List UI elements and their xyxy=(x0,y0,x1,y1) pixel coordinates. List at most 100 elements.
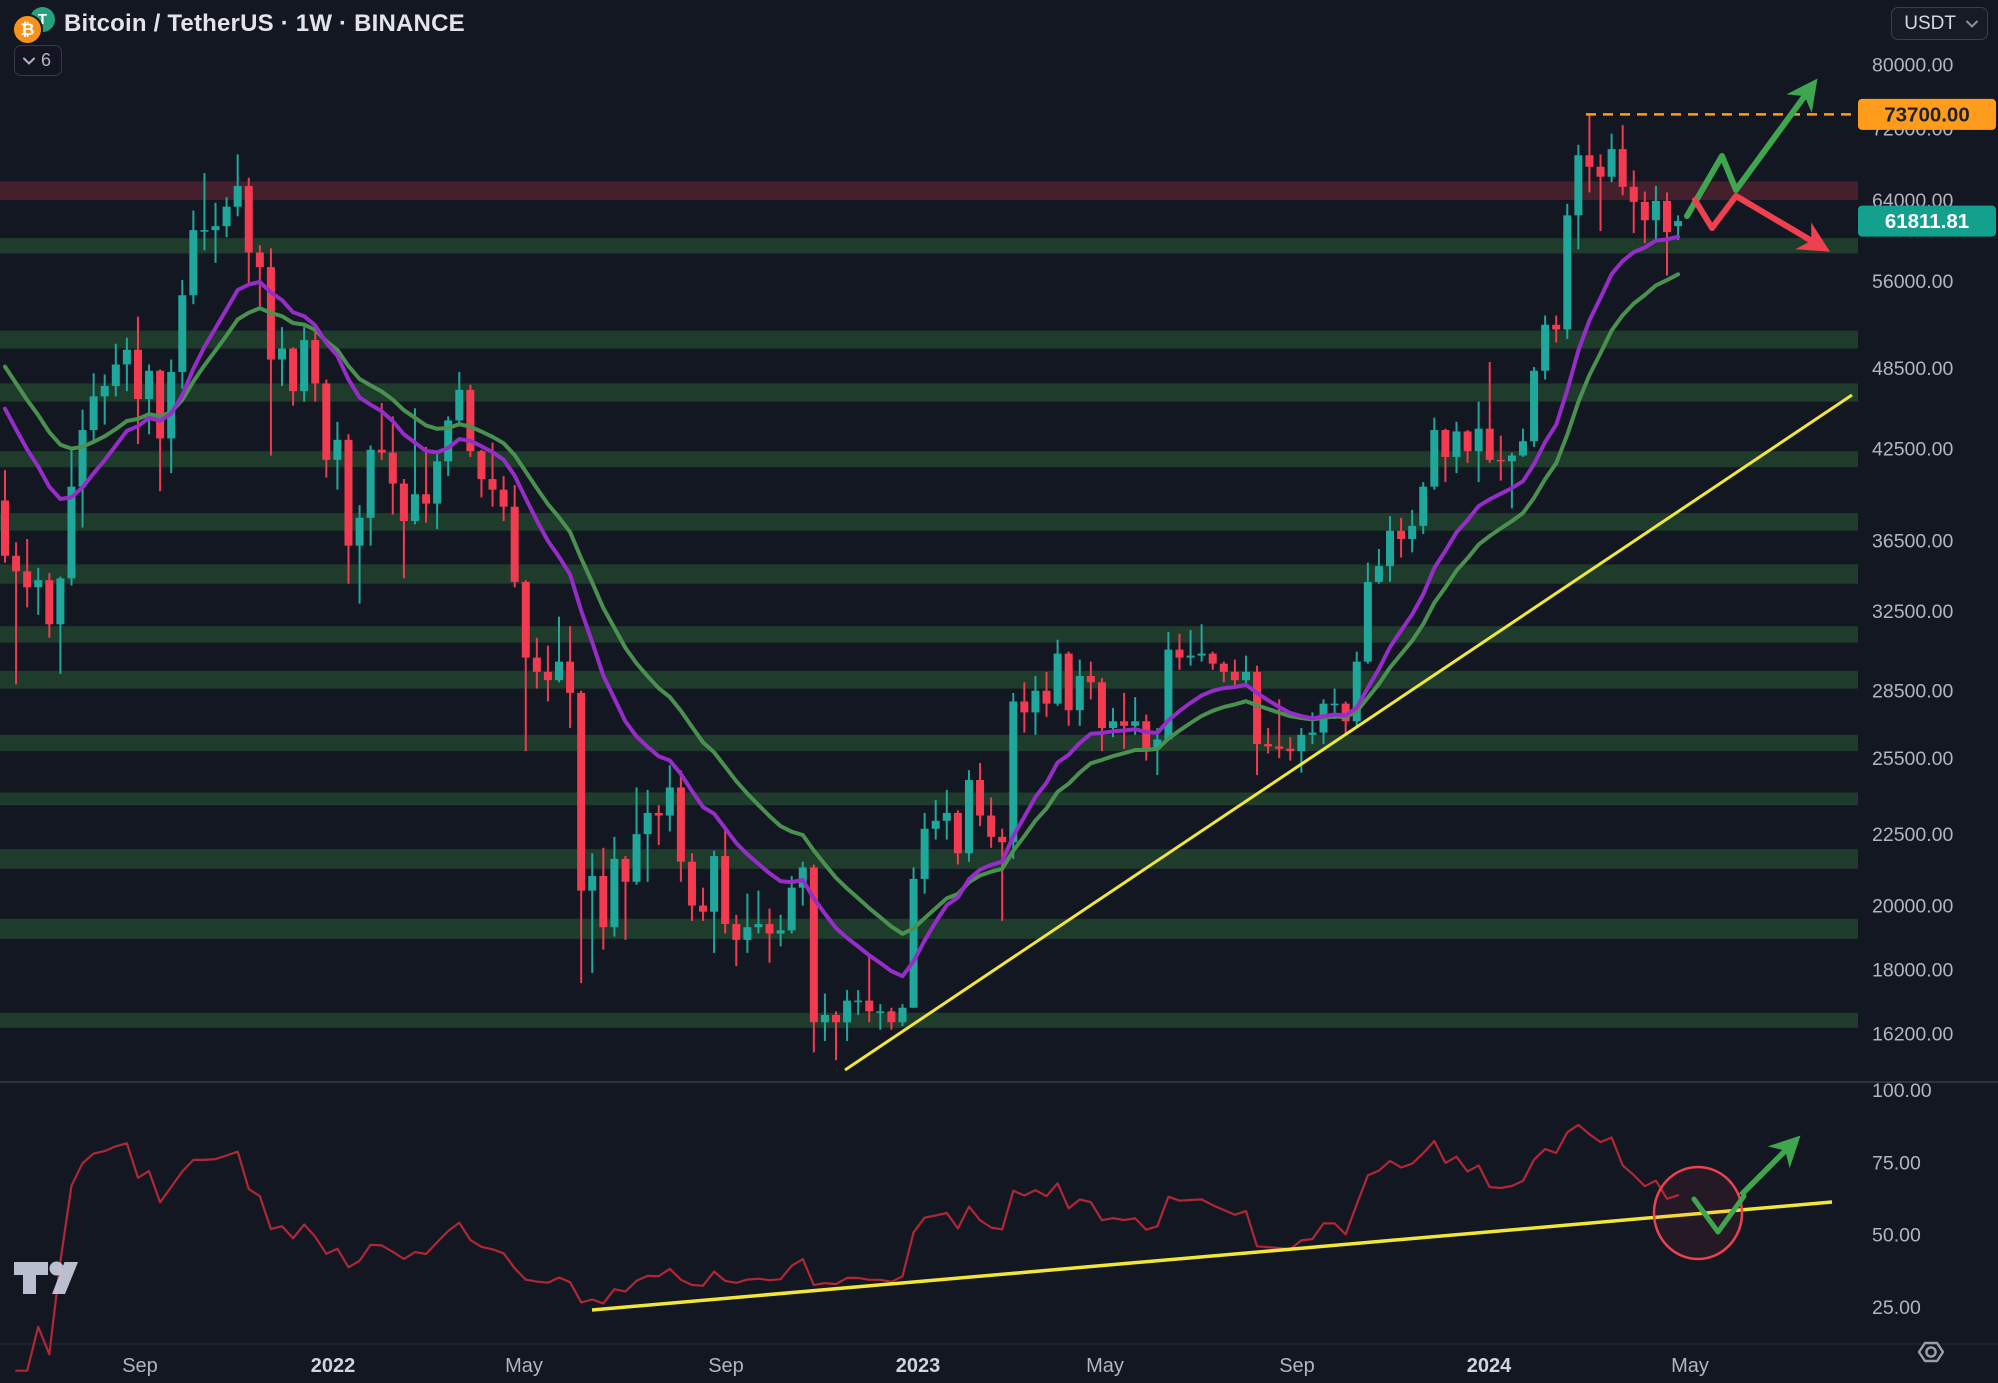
time-axis-label: May xyxy=(1671,1355,1709,1377)
support-zone xyxy=(0,513,1858,531)
candle-body xyxy=(687,861,696,906)
candle-wick xyxy=(413,408,416,525)
candle-wick xyxy=(491,442,494,507)
candle-wick xyxy=(37,567,40,615)
candle-body xyxy=(355,517,364,546)
candle-body xyxy=(1618,149,1627,187)
candle-body xyxy=(499,489,508,507)
candle-body xyxy=(643,812,652,835)
price-axis-label: 28500.00 xyxy=(1872,681,1953,703)
last-price-label[interactable] xyxy=(1858,205,1996,237)
candle-body xyxy=(1330,703,1339,706)
candle-body xyxy=(654,812,663,816)
symbol-header[interactable]: T ₿ Bitcoin / TetherUS · 1W · BINANCE xyxy=(10,6,465,45)
candle-body xyxy=(732,924,741,940)
candle-body xyxy=(1651,200,1660,221)
candle-body xyxy=(200,230,209,232)
candle-body xyxy=(987,815,996,837)
rsi-axis[interactable]: 100.00 75.00 50.00 25.00 xyxy=(1872,1080,1932,1319)
candle-wick xyxy=(425,446,428,523)
candle-body xyxy=(211,226,220,231)
rsi-axis-label: 25.00 xyxy=(1872,1297,1921,1319)
candle-body xyxy=(1341,703,1350,722)
candle-body xyxy=(765,924,774,934)
time-axis-label: Sep xyxy=(708,1355,744,1377)
candle-body xyxy=(222,206,231,227)
time-axis-label: 2024 xyxy=(1467,1355,1512,1377)
candle-body xyxy=(1674,221,1683,227)
time-axis-label: Sep xyxy=(1279,1355,1315,1377)
support-zone xyxy=(0,383,1858,402)
candle-body xyxy=(1452,431,1461,457)
candle-body xyxy=(67,486,76,579)
price-axis[interactable]: 80000.0072000.0064000.0056000.0048500.00… xyxy=(1858,55,1996,1046)
candle-body xyxy=(1286,748,1295,752)
candle-wick xyxy=(1189,630,1192,666)
candle-body xyxy=(1264,744,1273,747)
indicators-collapse-button[interactable]: 6 xyxy=(14,45,63,76)
alert-price-label[interactable] xyxy=(1858,98,1996,130)
candle-body xyxy=(233,185,242,207)
rsi-up-arrow[interactable] xyxy=(1739,1135,1801,1197)
candle-wick xyxy=(1134,697,1137,735)
price-axis-label: 16200.00 xyxy=(1872,1023,1953,1045)
candle-wick xyxy=(746,893,749,953)
candle-body xyxy=(510,506,519,582)
candle-body xyxy=(1097,682,1106,729)
candle-body xyxy=(843,1000,852,1023)
price-axis-label: 18000.00 xyxy=(1872,959,1953,981)
candle-body xyxy=(1629,186,1638,202)
candle-body xyxy=(12,555,21,572)
main-trendline[interactable] xyxy=(844,393,1853,1072)
candle-body xyxy=(577,692,586,891)
symbol-title[interactable]: Bitcoin / TetherUS · 1W · BINANCE xyxy=(64,10,465,37)
rsi-highlight-circle[interactable] xyxy=(1652,1165,1744,1261)
support-zone xyxy=(0,792,1858,806)
candle-wick xyxy=(1001,828,1004,921)
gear-icon[interactable] xyxy=(1917,1341,1945,1363)
candle-body xyxy=(521,581,530,658)
candle-body xyxy=(23,571,32,588)
rsi-trendline[interactable] xyxy=(591,1200,1833,1312)
candle-body xyxy=(344,439,353,546)
candle-body xyxy=(189,230,198,296)
candle-wick xyxy=(879,1004,882,1030)
currency-selector[interactable]: USDT xyxy=(1891,7,1988,40)
candle-body xyxy=(167,371,176,439)
price-axis-label: 42500.00 xyxy=(1872,438,1953,460)
candle-body xyxy=(1640,201,1649,221)
pair-icons: T ₿ xyxy=(10,6,56,45)
candle-body xyxy=(665,787,674,816)
candle-body xyxy=(1208,653,1217,664)
candle-body xyxy=(676,787,685,862)
support-zone xyxy=(0,451,1858,468)
candle-body xyxy=(377,449,386,453)
candle-body xyxy=(1241,671,1250,681)
bullish-projection-arrow[interactable] xyxy=(1684,78,1818,219)
time-axis[interactable]: Sep 2022 May Sep 2023 May Sep 2024 May xyxy=(122,1355,1709,1377)
candle-body xyxy=(566,661,575,693)
bearish-projection-arrow[interactable] xyxy=(1692,193,1831,252)
candle-body xyxy=(1530,370,1539,442)
ma-fast-line xyxy=(3,234,1681,979)
candle-body xyxy=(1408,525,1417,539)
candle-body xyxy=(466,389,475,452)
tradingview-logo[interactable] xyxy=(14,1261,78,1295)
support-resistance-zones xyxy=(0,181,1858,1028)
candle-body xyxy=(1142,721,1151,749)
candle-body xyxy=(278,348,286,360)
candle-wick xyxy=(203,173,206,251)
candle-body xyxy=(133,349,142,400)
candle-body xyxy=(89,396,98,431)
candle-body xyxy=(45,580,54,625)
support-zone xyxy=(0,330,1858,349)
candle-body xyxy=(244,185,253,253)
time-axis-label: May xyxy=(505,1355,543,1377)
candle-body xyxy=(699,905,708,912)
candle-body xyxy=(433,461,442,504)
candle-wick xyxy=(868,956,871,1023)
candle-body xyxy=(532,657,541,672)
candle-body xyxy=(1541,324,1550,371)
candle-body xyxy=(145,370,154,400)
